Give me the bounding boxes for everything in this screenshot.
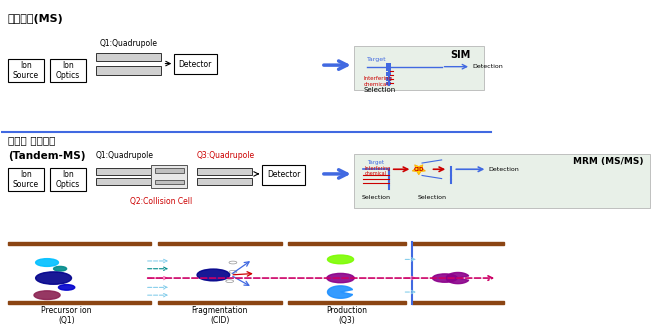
Ellipse shape	[197, 269, 230, 281]
Bar	[158, 301, 282, 304]
FancyBboxPatch shape	[354, 154, 650, 208]
FancyBboxPatch shape	[50, 168, 86, 191]
Text: Q3:Quadrupole: Q3:Quadrupole	[197, 151, 255, 160]
Text: CID: CID	[413, 167, 424, 172]
Text: Selection: Selection	[364, 87, 396, 92]
FancyBboxPatch shape	[8, 168, 44, 191]
Bar	[386, 68, 392, 71]
Text: Detection: Detection	[472, 64, 503, 69]
Text: Detector: Detector	[267, 170, 300, 179]
Bar	[96, 168, 151, 174]
Ellipse shape	[229, 271, 237, 273]
Polygon shape	[446, 273, 469, 284]
Ellipse shape	[432, 274, 457, 282]
Bar	[386, 72, 392, 76]
Bar	[151, 165, 187, 188]
Text: Detection: Detection	[489, 167, 519, 172]
FancyBboxPatch shape	[262, 165, 305, 185]
Bar	[412, 242, 504, 245]
Bar	[155, 180, 184, 184]
Text: Ion
Optics: Ion Optics	[56, 170, 81, 189]
Text: Ion
Source: Ion Source	[13, 61, 39, 80]
Text: Q1:Quadrupole: Q1:Quadrupole	[99, 39, 157, 48]
Bar	[8, 242, 151, 245]
Text: Selection: Selection	[362, 195, 391, 200]
Polygon shape	[412, 165, 426, 175]
Ellipse shape	[34, 291, 60, 299]
Ellipse shape	[226, 280, 234, 283]
Ellipse shape	[54, 266, 67, 271]
FancyBboxPatch shape	[174, 54, 217, 74]
FancyBboxPatch shape	[50, 59, 86, 82]
Bar	[96, 66, 161, 74]
Text: Production
(Q3): Production (Q3)	[327, 306, 367, 325]
Ellipse shape	[229, 261, 237, 264]
Text: Target: Target	[367, 57, 386, 62]
Ellipse shape	[328, 255, 354, 264]
Bar	[288, 301, 405, 304]
Bar	[155, 168, 184, 173]
Text: 개발된 신규방법: 개발된 신규방법	[8, 135, 55, 145]
Bar	[8, 301, 151, 304]
Bar	[386, 82, 392, 85]
Text: Ion
Source: Ion Source	[13, 170, 39, 189]
Text: Q2:Collision Cell: Q2:Collision Cell	[130, 197, 193, 206]
Bar	[96, 178, 151, 185]
Ellipse shape	[35, 272, 71, 284]
Bar	[197, 178, 252, 185]
Bar	[288, 242, 405, 245]
Bar	[96, 52, 161, 61]
Bar	[158, 242, 282, 245]
Text: MRM (MS/MS): MRM (MS/MS)	[573, 157, 644, 166]
Text: Interfering
chemical: Interfering chemical	[364, 76, 392, 87]
Text: Detector: Detector	[179, 60, 212, 69]
Text: Precursor ion
(Q1): Precursor ion (Q1)	[41, 306, 92, 325]
Text: Fragmentation
(CID): Fragmentation (CID)	[192, 306, 248, 325]
FancyBboxPatch shape	[8, 59, 44, 82]
Bar	[386, 77, 392, 81]
Text: Interfering
chemical: Interfering chemical	[365, 166, 391, 176]
Text: 기존방법(MS): 기존방법(MS)	[8, 14, 64, 24]
Text: Target: Target	[367, 160, 384, 165]
Text: Selection: Selection	[417, 195, 446, 200]
Bar	[412, 301, 504, 304]
Text: Q1:Quadrupole: Q1:Quadrupole	[96, 151, 154, 160]
Bar	[386, 63, 392, 67]
Bar	[197, 168, 252, 174]
Text: SIM: SIM	[451, 50, 471, 60]
Ellipse shape	[58, 285, 75, 290]
Polygon shape	[328, 286, 352, 298]
Text: Ion
Optics: Ion Optics	[56, 61, 81, 80]
Ellipse shape	[327, 274, 354, 283]
Ellipse shape	[35, 259, 58, 266]
Text: (Tandem-MS): (Tandem-MS)	[8, 151, 85, 161]
FancyBboxPatch shape	[354, 47, 484, 90]
